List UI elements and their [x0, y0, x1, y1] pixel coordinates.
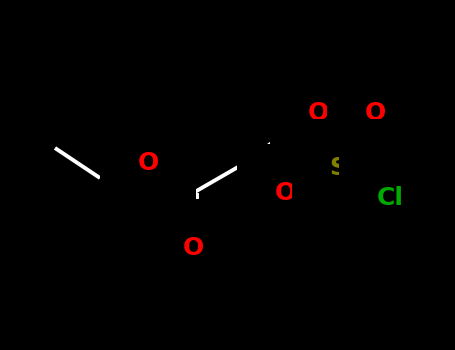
Text: Cl: Cl — [376, 186, 404, 210]
Text: O: O — [137, 151, 159, 175]
Text: O: O — [308, 101, 329, 125]
Text: S: S — [329, 156, 347, 180]
Text: O: O — [274, 181, 296, 205]
Text: O: O — [182, 236, 204, 260]
Text: O: O — [364, 101, 386, 125]
